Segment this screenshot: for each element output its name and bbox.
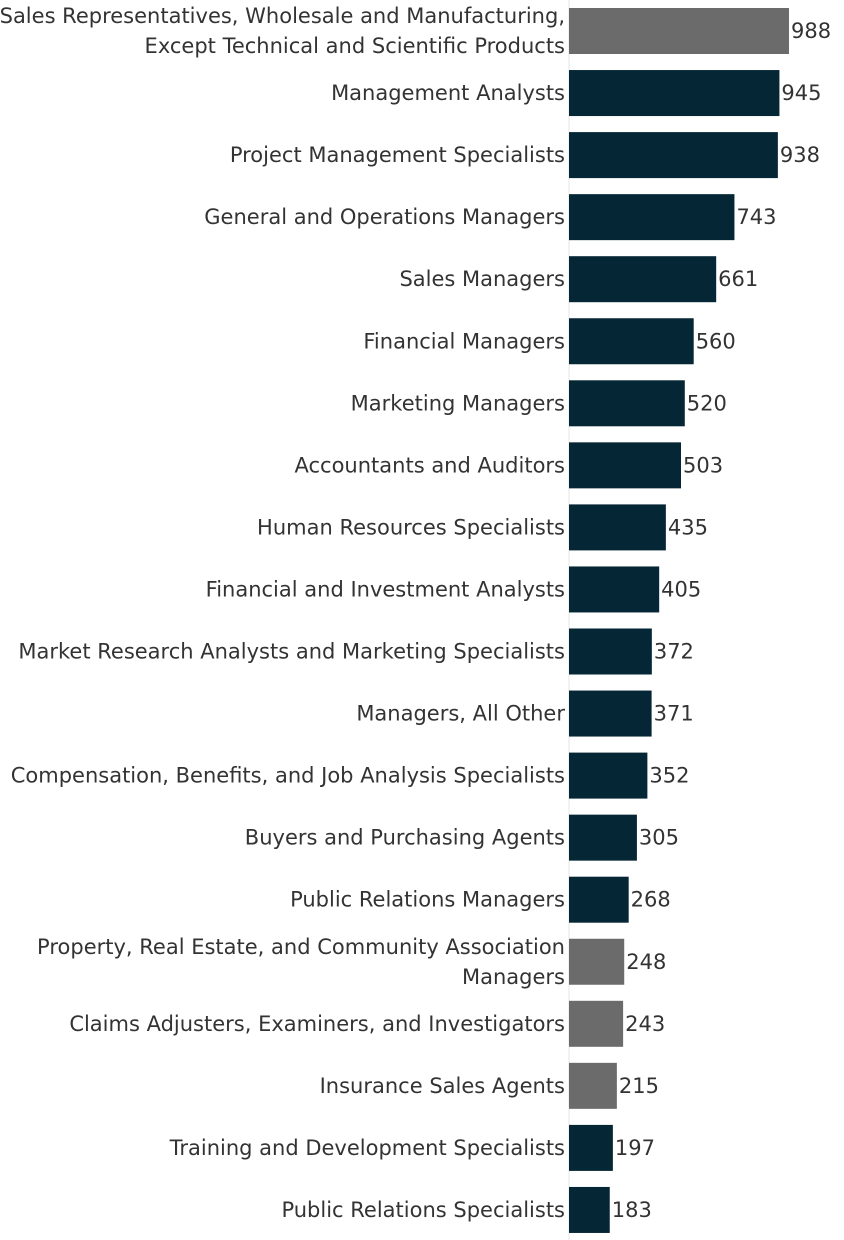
value-label: 248 (626, 950, 666, 974)
value-label: 197 (615, 1136, 655, 1160)
category-label: Project Management Specialists (230, 143, 565, 167)
value-label: 520 (687, 391, 727, 415)
category-label: Public Relations Specialists (281, 1198, 565, 1222)
category-label: Except Technical and Scientific Products (145, 34, 565, 58)
value-label: 945 (781, 81, 821, 105)
bar[interactable] (569, 628, 652, 675)
bar[interactable] (569, 1186, 610, 1233)
category-label: Financial Managers (363, 329, 565, 353)
bar[interactable] (569, 132, 778, 179)
category-label: Training and Development Specialists (169, 1136, 565, 1160)
category-label: Sales Managers (399, 267, 565, 291)
bar[interactable] (569, 504, 666, 551)
bar[interactable] (569, 70, 780, 117)
category-label: Buyers and Purchasing Agents (245, 826, 565, 850)
category-label: Property, Real Estate, and Community Ass… (37, 935, 565, 959)
value-label: 938 (780, 143, 820, 167)
category-label: Accountants and Auditors (295, 453, 566, 477)
category-label: Claims Adjusters, Examiners, and Investi… (69, 1012, 565, 1036)
category-label: Market Research Analysts and Marketing S… (18, 640, 565, 664)
bar[interactable] (569, 566, 660, 613)
bar[interactable] (569, 1062, 617, 1109)
value-label: 743 (736, 205, 776, 229)
category-label: Sales Representatives, Wholesale and Man… (0, 4, 565, 28)
category-label: Financial and Investment Analysts (206, 577, 565, 601)
bar[interactable] (569, 814, 637, 861)
category-label: Marketing Managers (351, 391, 565, 415)
bar[interactable] (569, 876, 629, 923)
category-label: Insurance Sales Agents (320, 1074, 565, 1098)
bar[interactable] (569, 442, 682, 489)
category-label: General and Operations Managers (204, 205, 565, 229)
value-label: 435 (668, 515, 708, 539)
category-label: Compensation, Benefits, and Job Analysis… (11, 764, 565, 788)
value-label: 352 (649, 764, 689, 788)
bar[interactable] (569, 690, 652, 737)
value-label: 268 (631, 888, 671, 912)
bar[interactable] (569, 380, 685, 427)
value-label: 661 (718, 267, 758, 291)
value-label: 215 (619, 1074, 659, 1098)
value-label: 243 (625, 1012, 665, 1036)
category-label: Managers, All Other (356, 702, 565, 726)
value-label: 988 (791, 19, 831, 43)
value-label: 183 (612, 1198, 652, 1222)
bar[interactable] (569, 194, 735, 241)
category-label: Management Analysts (331, 81, 565, 105)
value-label: 560 (696, 329, 736, 353)
bar[interactable] (569, 1124, 613, 1171)
category-label: Public Relations Managers (290, 888, 565, 912)
value-label: 371 (654, 702, 694, 726)
bar[interactable] (569, 938, 625, 985)
category-label: Managers (462, 965, 565, 989)
value-label: 405 (661, 577, 701, 601)
bar[interactable] (569, 8, 789, 54)
bar[interactable] (569, 318, 694, 365)
bar[interactable] (569, 1000, 624, 1047)
category-label: Human Resources Specialists (257, 515, 565, 539)
bar[interactable] (569, 752, 648, 799)
value-label: 305 (639, 826, 679, 850)
bar[interactable] (569, 256, 717, 303)
value-label: 503 (683, 453, 723, 477)
value-label: 372 (654, 640, 694, 664)
